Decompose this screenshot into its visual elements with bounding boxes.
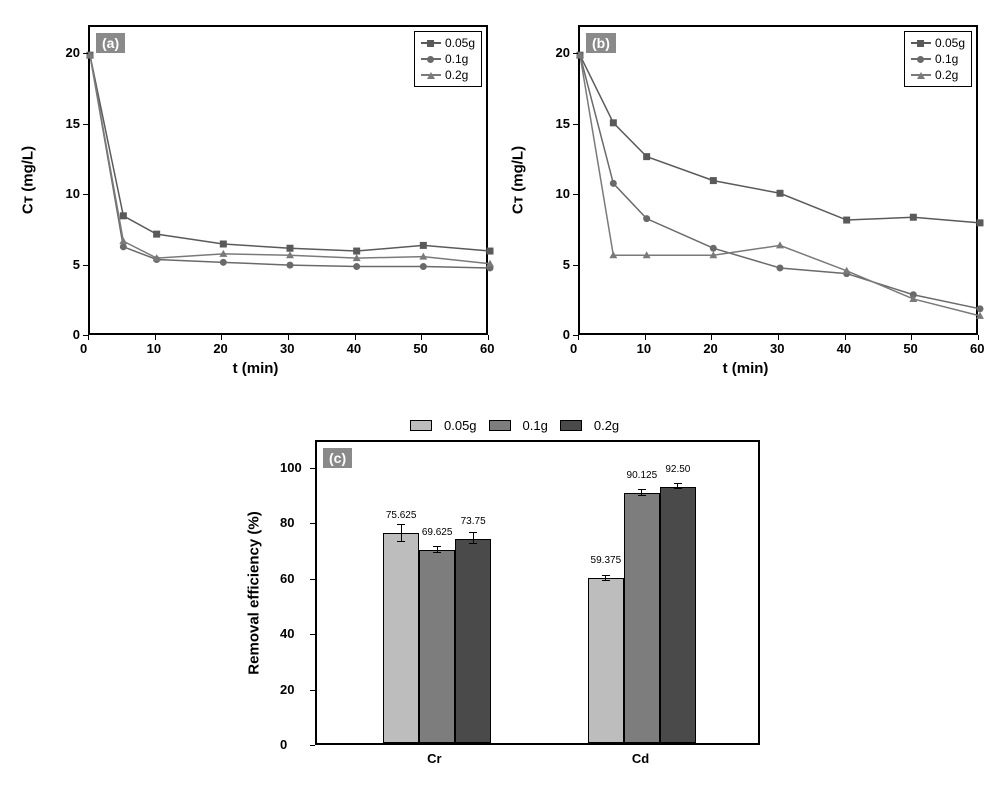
bar bbox=[660, 487, 696, 743]
legend-swatch bbox=[560, 420, 582, 431]
legend-label: 0.2g bbox=[445, 68, 468, 82]
legend-row: 0.05g bbox=[911, 35, 965, 51]
legend-label: 0.05g bbox=[444, 418, 477, 433]
panel-b: (b) 0.05g 0.1g 0.2g 01020304050600510152… bbox=[508, 10, 983, 405]
bar bbox=[383, 533, 419, 743]
legend-b: 0.05g 0.1g 0.2g bbox=[904, 31, 972, 87]
xlabel-b: t (min) bbox=[508, 360, 983, 377]
legend-row: 0.2g bbox=[911, 67, 965, 83]
legend-label: 0.05g bbox=[935, 36, 965, 50]
legend-row: 0.2g bbox=[421, 67, 475, 83]
panel-tag-c: (c) bbox=[323, 448, 352, 468]
legend-row: 0.1g bbox=[421, 51, 475, 67]
ylabel-b: Cᴛ (mg/L) bbox=[510, 146, 527, 214]
legend-swatch bbox=[410, 420, 432, 431]
bar bbox=[419, 550, 455, 743]
legend-label: 0.1g bbox=[523, 418, 548, 433]
legend-row: 0.1g bbox=[911, 51, 965, 67]
bar bbox=[588, 578, 624, 743]
legend-label: 0.1g bbox=[445, 52, 468, 66]
panel-a: (a) 0.05g 0.1g 0.2g 01020304050600510152… bbox=[18, 10, 493, 405]
ylabel-a: Cᴛ (mg/L) bbox=[20, 146, 37, 214]
figure: (a) 0.05g 0.1g 0.2g 01020304050600510152… bbox=[0, 0, 1000, 797]
plot-area-c: (c) 75.62569.62573.7559.37590.12592.50 bbox=[315, 440, 760, 745]
bars-c: 75.62569.62573.7559.37590.12592.50 bbox=[317, 442, 758, 743]
plot-area-a: (a) 0.05g 0.1g 0.2g bbox=[88, 25, 488, 335]
legend-label: 0.2g bbox=[594, 418, 619, 433]
xlabel-a: t (min) bbox=[18, 360, 493, 377]
legend-c: 0.05g 0.1g 0.2g bbox=[410, 418, 619, 433]
plot-area-b: (b) 0.05g 0.1g 0.2g bbox=[578, 25, 978, 335]
panel-tag-b: (b) bbox=[586, 33, 616, 53]
panel-tag-a: (a) bbox=[96, 33, 125, 53]
panel-c: 0.05g 0.1g 0.2g (c) 75.62569.62573.7559.… bbox=[240, 418, 770, 788]
legend-label: 0.05g bbox=[445, 36, 475, 50]
legend-a: 0.05g 0.1g 0.2g bbox=[414, 31, 482, 87]
legend-label: 0.1g bbox=[935, 52, 958, 66]
legend-swatch bbox=[489, 420, 511, 431]
bar bbox=[455, 539, 491, 743]
legend-row: 0.05g bbox=[421, 35, 475, 51]
ylabel-c: Removal efficiency (%) bbox=[246, 511, 263, 674]
bar bbox=[624, 493, 660, 743]
legend-label: 0.2g bbox=[935, 68, 958, 82]
